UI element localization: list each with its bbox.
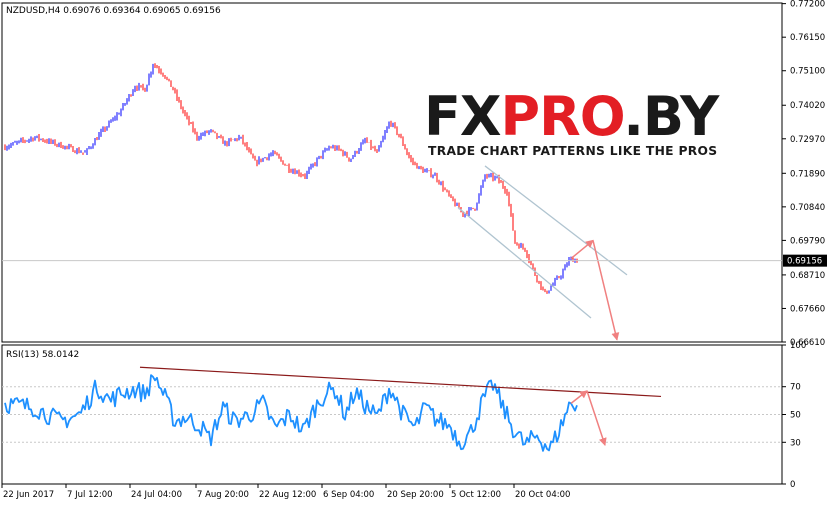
current-price-box [783, 254, 827, 267]
rsi-trendline [139, 366, 662, 398]
time-tick-label: 22 Jun 2017 [3, 490, 54, 500]
price-tick-label: 0.76150 [790, 33, 825, 43]
rsi-tick-label: 70 [790, 383, 801, 393]
rsi-forecast-arrow-2 [586, 390, 607, 447]
time-tick-label: 6 Sep 04:00 [323, 490, 374, 500]
price-forecast-arrow-2 [592, 240, 620, 341]
time-tick-label: 7 Jul 12:00 [67, 490, 113, 500]
price-tick-label: 0.70840 [790, 203, 825, 213]
time-tick-label: 7 Aug 20:00 [197, 490, 249, 500]
rsi-header: RSI(13) 58.0142 [6, 350, 79, 360]
time-tick-label: 22 Aug 12:00 [259, 490, 316, 500]
price-tick-label: 0.72970 [790, 135, 825, 145]
price-tick-label: 0.74020 [790, 101, 825, 111]
rsi-tick-label: 100 [790, 341, 806, 351]
price-tick-label: 0.75100 [790, 67, 825, 77]
price-header: NZDUSD,H4 0.69076 0.69364 0.69065 0.6915… [6, 6, 221, 16]
price-tick-label: 0.67660 [790, 304, 825, 314]
time-tick-label: 5 Oct 12:00 [451, 490, 501, 500]
channel-upper-line [484, 165, 628, 276]
channel-lower-line [457, 206, 592, 319]
time-tick-label: 20 Oct 04:00 [515, 490, 570, 500]
candles-group [4, 63, 578, 294]
rsi-forecast-arrow-1 [570, 390, 588, 404]
price-tick-label: 0.77200 [790, 0, 825, 10]
rsi-line [4, 374, 578, 452]
time-tick-label: 20 Sep 20:00 [387, 490, 444, 500]
price-forecast-arrow-1 [570, 239, 594, 260]
price-tick-label: 0.69790 [790, 236, 825, 246]
price-tick-label: 0.66610 [790, 338, 825, 348]
price-tick-label: 0.68710 [790, 271, 825, 281]
price-panel-frame [1, 2, 783, 343]
price-tick-label: 0.71890 [790, 169, 825, 179]
rsi-tick-label: 50 [790, 411, 801, 421]
current-price-label: 0.69156 [787, 257, 822, 267]
time-tick-label: 24 Jul 04:00 [131, 490, 182, 500]
rsi-tick-label: 0 [790, 480, 795, 490]
rsi-tick-label: 30 [790, 438, 801, 448]
